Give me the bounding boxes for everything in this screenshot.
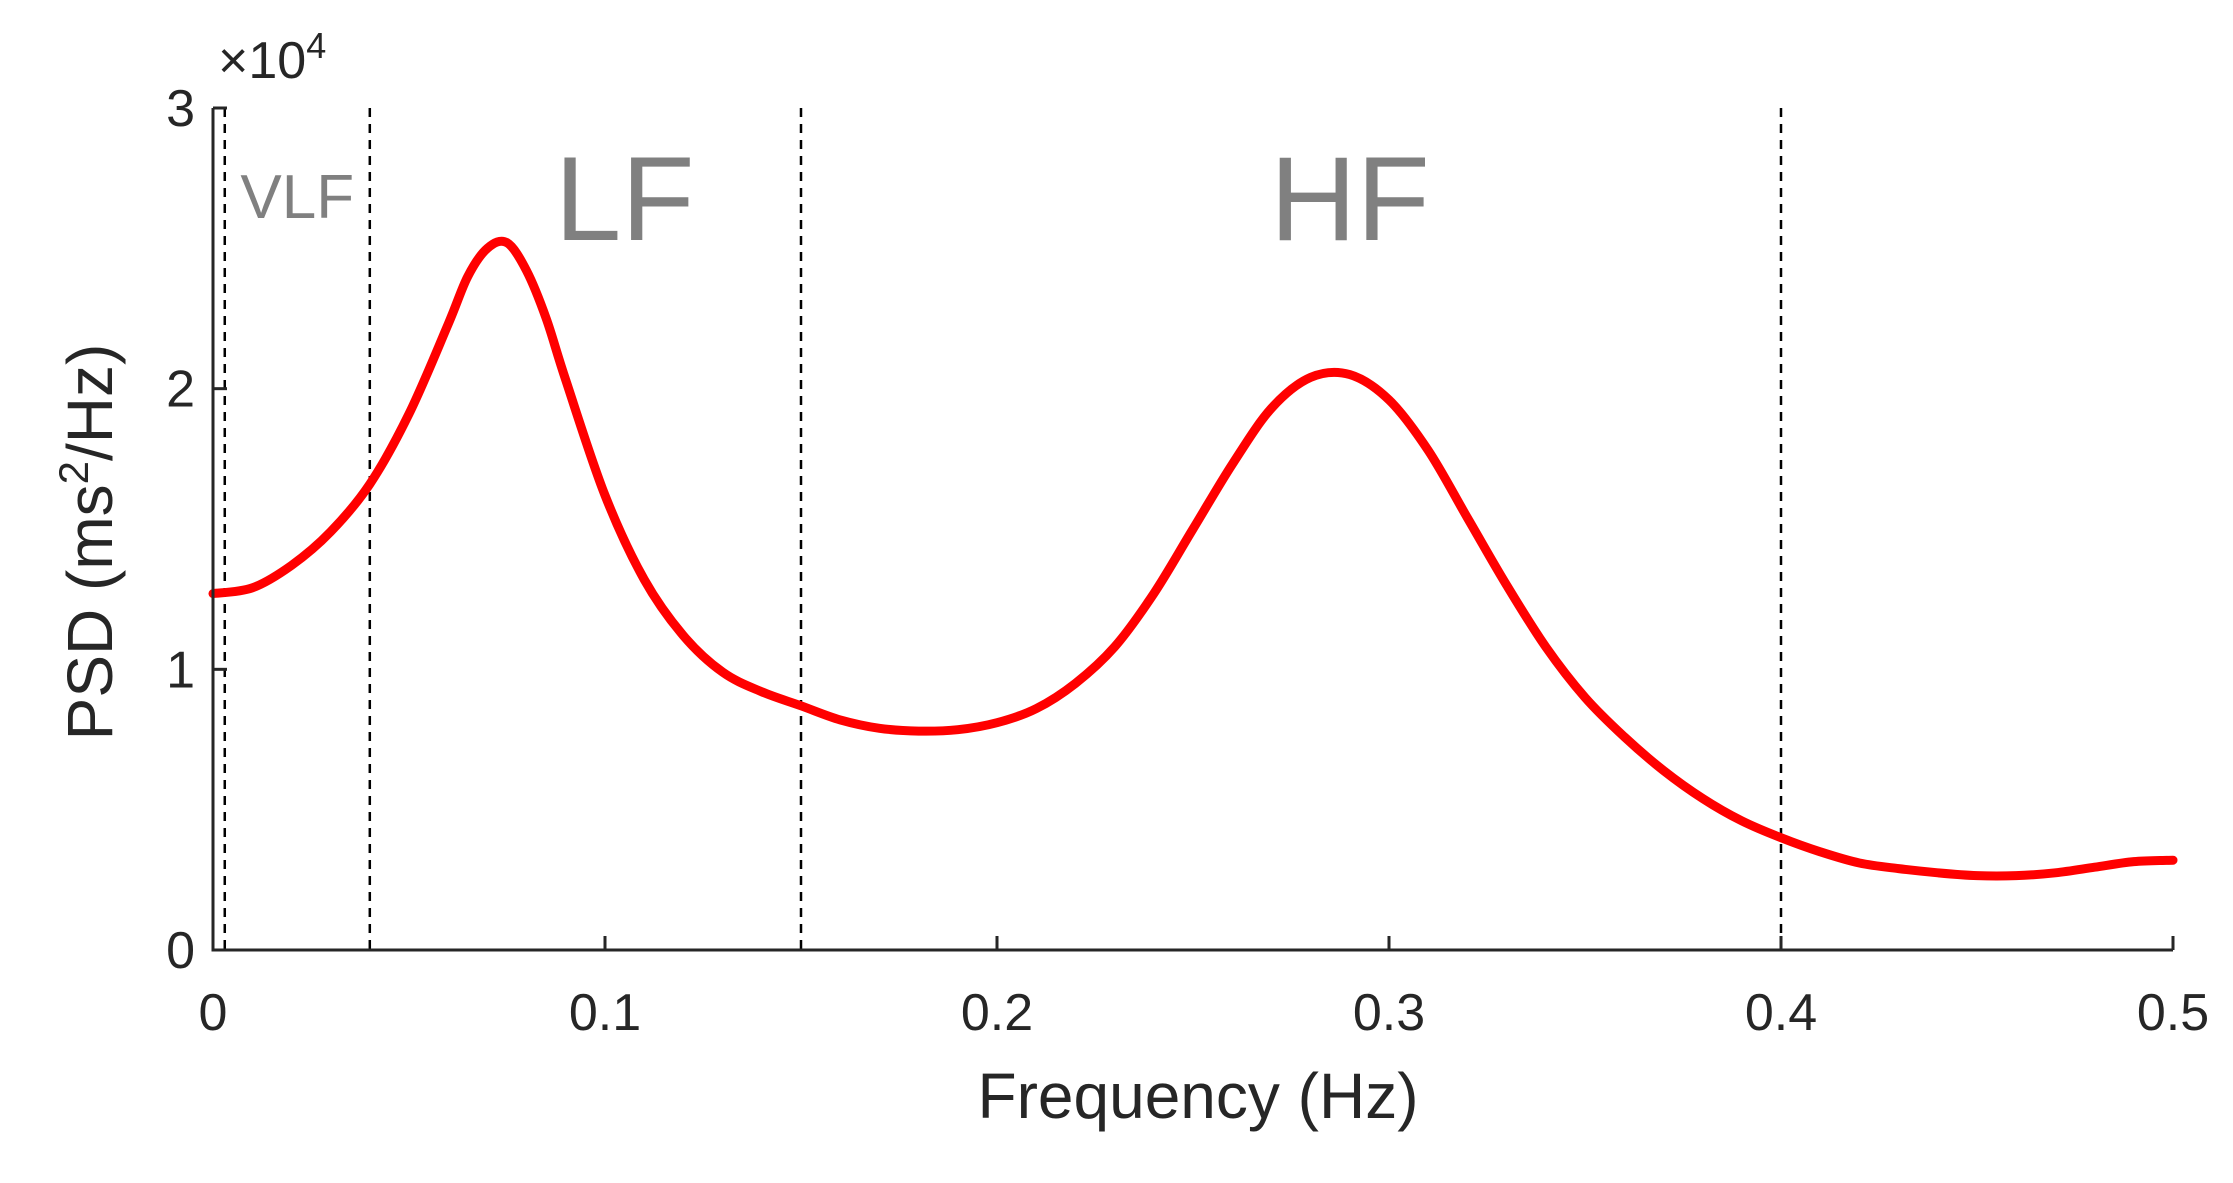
- y-multiplier: ×104: [218, 25, 326, 90]
- y-axis-title-superscript: 2: [50, 461, 97, 484]
- band-label-lf: LF: [555, 132, 695, 266]
- y-tick-label: 3: [166, 80, 195, 138]
- x-tick-label: 0.1: [569, 984, 641, 1042]
- band-labels: VLF LF HF: [240, 132, 1429, 266]
- psd-series-line: [208, 236, 2178, 881]
- band-label-hf: HF: [1270, 132, 1430, 266]
- x-axis-ticks: 0 0.1 0.2 0.3 0.4 0.5: [199, 936, 2209, 1042]
- x-tick-label: 0.2: [961, 984, 1033, 1042]
- x-tick-label: 0: [199, 984, 228, 1042]
- x-tick-label: 0.3: [1353, 984, 1425, 1042]
- x-axis-title: Frequency (Hz): [978, 1060, 1419, 1132]
- y-tick-label: 0: [166, 922, 195, 980]
- x-tick-label: 0.5: [2137, 984, 2209, 1042]
- y-tick-label: 2: [166, 361, 195, 419]
- y-tick-label: 1: [166, 641, 195, 699]
- band-label-vlf: VLF: [240, 163, 354, 232]
- band-dividers: [223, 108, 1783, 950]
- x-tick-label: 0.4: [1745, 984, 1817, 1042]
- y-multiplier-exponent: 4: [306, 25, 326, 66]
- y-axis-ticks: 0 1 2 3: [166, 80, 227, 980]
- axes: [211, 108, 2173, 952]
- y-axis-title: PSD (ms2/Hz): [50, 344, 126, 741]
